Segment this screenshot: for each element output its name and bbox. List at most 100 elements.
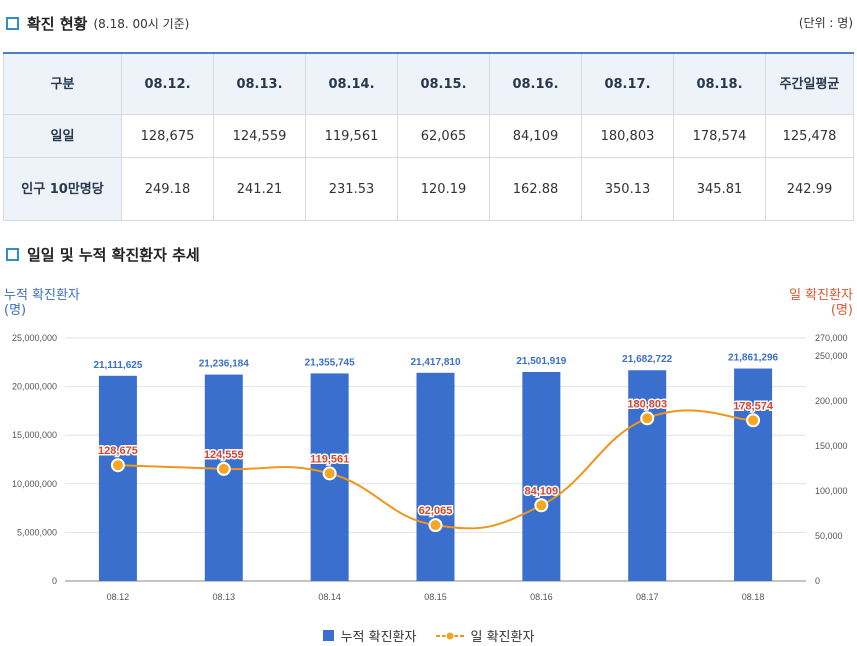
x-tick-label: 08.16 [530,592,553,602]
left-tick-label: 15,000,000 [12,430,57,440]
unit-label: (단위 : 명) [798,16,853,30]
x-tick-label: 08.13 [213,592,236,602]
right-tick-label: 200,000 [815,396,848,406]
trend-chart: 0 5,000,000 10,000,000 15,000,000 20,000,000… [12,333,848,602]
line-point [322,466,337,481]
table-cell: 178,574 [673,114,766,158]
legend-item-bar: 누적 확진환자 [322,626,417,645]
table-cell: 125,478 [765,114,854,158]
col-header: 08.17. [581,52,674,115]
left-axis-caption: 누적 확진환자 (명) [4,288,80,318]
right-tick-label: 50,000 [815,531,843,541]
bar [628,370,667,581]
col-header: 08.13. [213,52,306,115]
right-axis-unit: (명) [830,303,853,318]
legend-line-swatch [436,631,465,640]
square-bullet-icon [6,248,19,261]
right-tick-label: 100,000 [815,486,848,496]
left-axis-label: 누적 확진환자 [4,288,80,303]
table-row: 일일 128,675 124,559 119,561 62,065 84,109… [3,114,854,158]
table-cell: 249.18 [121,157,214,221]
stats-table: 구분 08.12. 08.13. 08.14. 08.15. 08.16. 08… [3,52,854,221]
col-header: 08.15. [397,52,490,115]
table-cell: 84,109 [489,114,582,158]
left-tick-label: 20,000,000 [12,382,57,392]
col-header: 08.12. [121,52,214,115]
bar-data-label: 21,111,625 [93,360,142,371]
table-cell: 128,675 [121,114,214,158]
row-label: 일일 [3,114,122,158]
table-cell: 120.19 [397,157,490,221]
right-tick-label: 150,000 [815,441,848,451]
col-header: 주간일평균 [765,52,854,115]
col-header: 08.16. [489,52,582,115]
x-tick-label: 08.12 [107,592,130,602]
col-header: 08.14. [305,52,398,115]
table-cell: 231.53 [305,157,398,221]
line-data-label: 119,561 [310,453,349,465]
table-cell: 180,803 [581,114,674,158]
table-cell: 350.13 [581,157,674,221]
section-subtitle: (8.18. 00시 기준) [93,17,190,31]
row-label: 인구 10만명당 [3,157,122,221]
col-header: 08.18. [673,52,766,115]
table-cell: 162.88 [489,157,582,221]
line-data-label: 124,559 [204,449,244,461]
legend-item-line: 일 확진환자 [436,626,534,645]
right-tick-label: 270,000 [815,333,848,343]
table-cell: 242.99 [765,157,854,221]
section-header-trend: 일일 및 누적 확진환자 추세 [6,244,200,265]
left-tick-label: 0 [52,576,57,586]
section-header-status: 확진 현황 (8.18. 00시 기준) [6,13,189,34]
line-data-label: 62,065 [419,505,453,517]
bar [204,374,243,581]
legend-bar-label: 누적 확진환자 [340,630,417,645]
table-cell: 241.21 [213,157,306,221]
x-tick-label: 08.15 [424,592,447,602]
bar [416,372,455,581]
left-tick-label: 10,000,000 [12,479,57,489]
x-tick-label: 08.18 [742,592,765,602]
bar-data-label: 21,355,745 [305,357,355,368]
line-point [110,458,125,473]
right-axis-label: 일 확진환자 [789,288,853,303]
bar-data-label: 21,236,184 [199,359,249,370]
chart-legend: 누적 확진환자 일 확진환자 [0,626,857,645]
left-tick-label: 5,000,000 [17,527,57,537]
col-header: 구분 [3,52,122,115]
table-cell: 119,561 [305,114,398,158]
line-data-label: 178,574 [733,400,774,412]
left-axis-unit: (명) [4,303,27,318]
bar-data-label: 21,861,296 [728,353,778,364]
right-tick-label: 0 [815,576,820,586]
bar [98,375,137,581]
line-point [216,461,231,476]
table-cell: 124,559 [213,114,306,158]
line-point [640,411,655,426]
x-tick-label: 08.14 [318,592,341,602]
bar [522,372,561,581]
bar-data-label: 21,682,722 [622,354,672,365]
table-cell: 345.81 [673,157,766,221]
legend-line-label: 일 확진환자 [470,630,535,645]
square-bullet-icon [6,17,19,30]
line-point [534,498,549,513]
left-tick-label: 25,000,000 [12,333,57,343]
line-point [746,413,761,428]
section-title: 확진 현황 [27,15,88,33]
section-title: 일일 및 누적 확진환자 추세 [27,246,200,264]
bar [734,368,773,581]
line-data-label: 180,803 [627,398,667,410]
line-data-label: 84,109 [525,485,559,497]
right-tick-label: 250,000 [815,351,848,361]
legend-bar-swatch [322,630,334,641]
x-tick-label: 08.17 [636,592,659,602]
table-header-row: 구분 08.12. 08.13. 08.14. 08.15. 08.16. 08… [3,52,854,115]
right-axis-caption: 일 확진환자 (명) [789,288,853,318]
bar-data-label: 21,501,919 [516,356,566,367]
line-data-label: 128,675 [98,445,138,457]
bar-data-label: 21,417,810 [410,357,460,368]
table-cell: 62,065 [397,114,490,158]
table-row: 인구 10만명당 249.18 241.21 231.53 120.19 162… [3,157,854,221]
line-point [428,518,443,533]
